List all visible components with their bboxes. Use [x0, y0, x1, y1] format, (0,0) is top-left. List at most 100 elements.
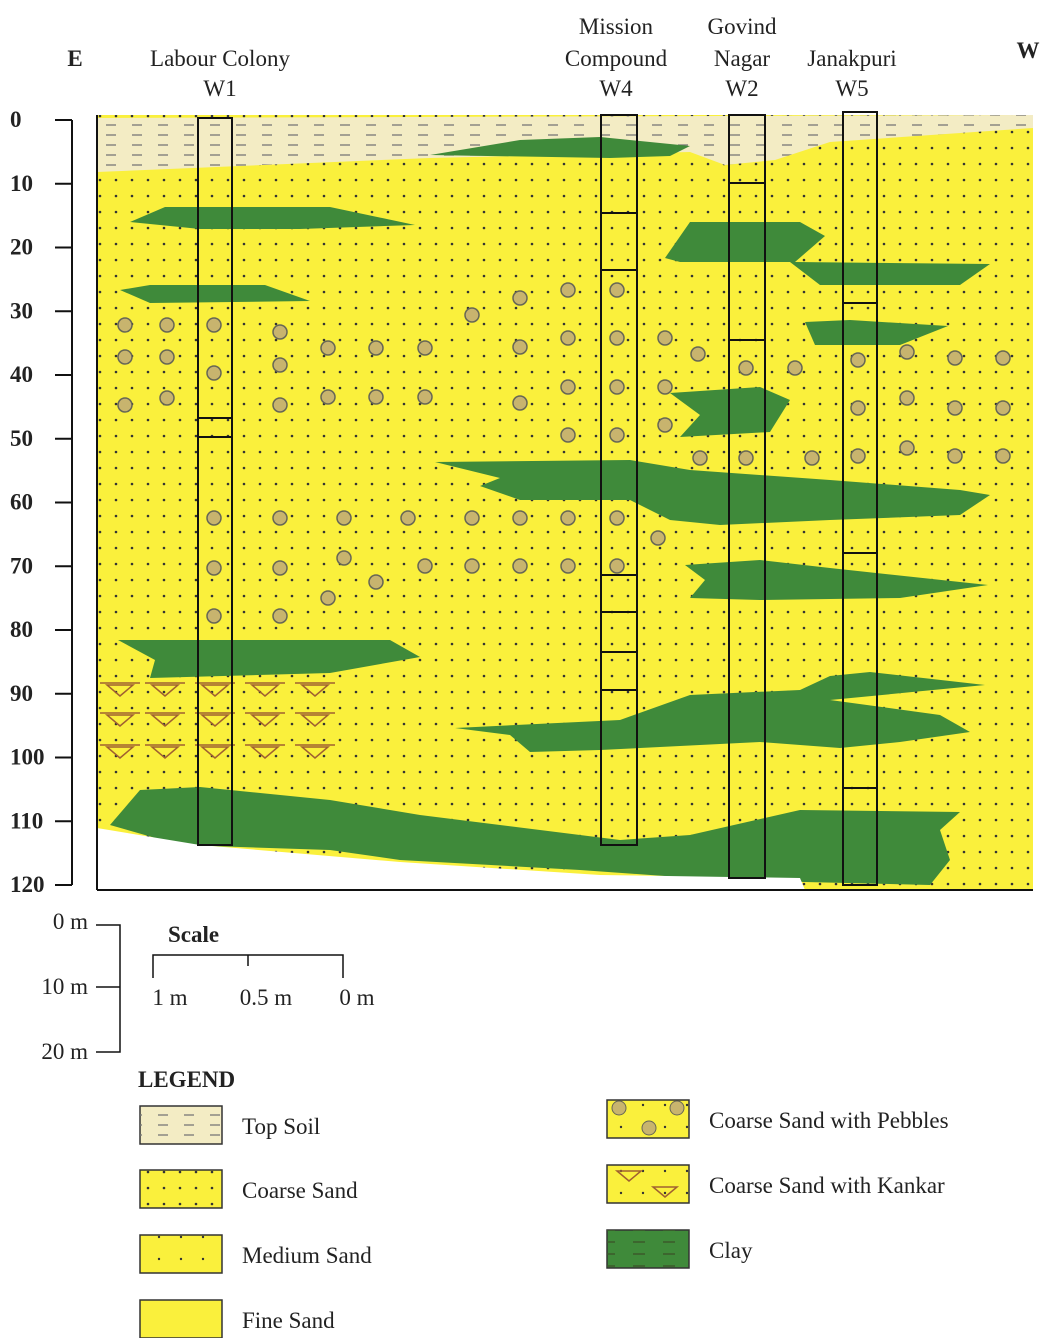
pebble	[401, 511, 415, 525]
legend-swatch	[140, 1300, 222, 1338]
pebble	[561, 380, 575, 394]
legend: Top SoilCoarse SandMedium SandFine SandC…	[140, 1100, 949, 1338]
pebble	[851, 401, 865, 415]
pebble	[369, 341, 383, 355]
pebble	[651, 531, 665, 545]
scale-label: 10 m	[41, 974, 88, 999]
pebble	[851, 449, 865, 463]
legend-pebble	[642, 1121, 656, 1135]
east-label: E	[67, 46, 82, 71]
legend-title: LEGEND	[138, 1067, 235, 1092]
tick-label: 120	[10, 872, 45, 897]
pebble	[900, 441, 914, 455]
pebble	[418, 390, 432, 404]
legend-swatch-pattern	[140, 1106, 222, 1144]
scale-label: 20 m	[41, 1039, 88, 1064]
well-id: W5	[835, 76, 868, 101]
pebble	[610, 283, 624, 297]
tick-label: 10	[10, 171, 33, 196]
pebble	[658, 331, 672, 345]
pebble	[805, 451, 819, 465]
pebble	[739, 451, 753, 465]
cross-section: 0102030405060708090100110120 E W Labour …	[0, 0, 1053, 1338]
pebble	[465, 308, 479, 322]
pebble	[513, 559, 527, 573]
well-name: Compound	[565, 46, 668, 71]
pebble	[610, 380, 624, 394]
well-id: W4	[599, 76, 633, 101]
pebble	[610, 428, 624, 442]
pebble	[513, 340, 527, 354]
pebble	[561, 331, 575, 345]
pebble	[207, 609, 221, 623]
depth-ticks: 0 10 20 30 40 50 60 70 80 90 100 110 120	[10, 107, 72, 897]
pebble	[369, 390, 383, 404]
pebble	[513, 511, 527, 525]
tick-label: 60	[10, 490, 33, 515]
pebble	[561, 511, 575, 525]
pebble	[948, 401, 962, 415]
pebble	[788, 361, 802, 375]
legend-label: Fine Sand	[242, 1308, 335, 1333]
pebble	[160, 318, 174, 332]
pebble	[118, 398, 132, 412]
pebble	[273, 511, 287, 525]
well-name: Nagar	[714, 46, 771, 71]
pebble	[513, 291, 527, 305]
pebble	[900, 345, 914, 359]
well-id: W2	[725, 76, 758, 101]
pebble	[321, 591, 335, 605]
pebble	[337, 551, 351, 565]
scale-label: 0.5 m	[240, 985, 293, 1010]
tick-label: 30	[10, 298, 33, 323]
pebble	[851, 353, 865, 367]
tick-label: 50	[10, 426, 33, 451]
pebble	[561, 428, 575, 442]
well-name: Govind	[708, 14, 778, 39]
legend-label: Coarse Sand with Kankar	[709, 1173, 945, 1198]
pebble	[465, 511, 479, 525]
tick-label: 110	[10, 808, 43, 833]
legend-swatch-pattern	[607, 1230, 689, 1268]
pebble	[561, 559, 575, 573]
pebble	[273, 398, 287, 412]
legend-pebble	[612, 1101, 626, 1115]
pebble	[160, 391, 174, 405]
pebble	[160, 350, 174, 364]
well-name: Labour Colony	[150, 46, 290, 71]
horizontal-scale	[153, 955, 343, 978]
pebble	[691, 347, 705, 361]
pebble	[996, 401, 1010, 415]
vertical-scale	[96, 925, 120, 1052]
tick-label: 20	[10, 235, 33, 260]
pebble	[996, 449, 1010, 463]
pebble	[693, 451, 707, 465]
pebble	[739, 361, 753, 375]
pebble	[610, 331, 624, 345]
pebble	[948, 449, 962, 463]
pebble	[273, 561, 287, 575]
pebble	[418, 341, 432, 355]
scale-label: 0 m	[53, 909, 88, 934]
legend-label: Medium Sand	[242, 1243, 372, 1268]
pebble	[207, 366, 221, 380]
pebble	[610, 511, 624, 525]
tick-label: 40	[10, 362, 33, 387]
legend-pebble	[670, 1101, 684, 1115]
scale-label: 1 m	[152, 985, 187, 1010]
pebble	[465, 559, 479, 573]
legend-label: Clay	[709, 1238, 753, 1263]
tick-label: 0	[10, 107, 22, 132]
tick-label: 80	[10, 617, 33, 642]
pebble	[321, 390, 335, 404]
pebble	[610, 559, 624, 573]
scale-label: 0 m	[339, 985, 374, 1010]
pebble	[658, 380, 672, 394]
pebble	[273, 325, 287, 339]
tick-label: 70	[10, 553, 33, 578]
tick-label: 100	[10, 745, 45, 770]
pebble	[369, 575, 383, 589]
pebble	[337, 511, 351, 525]
pebble	[207, 561, 221, 575]
tick-label: 90	[10, 681, 33, 706]
